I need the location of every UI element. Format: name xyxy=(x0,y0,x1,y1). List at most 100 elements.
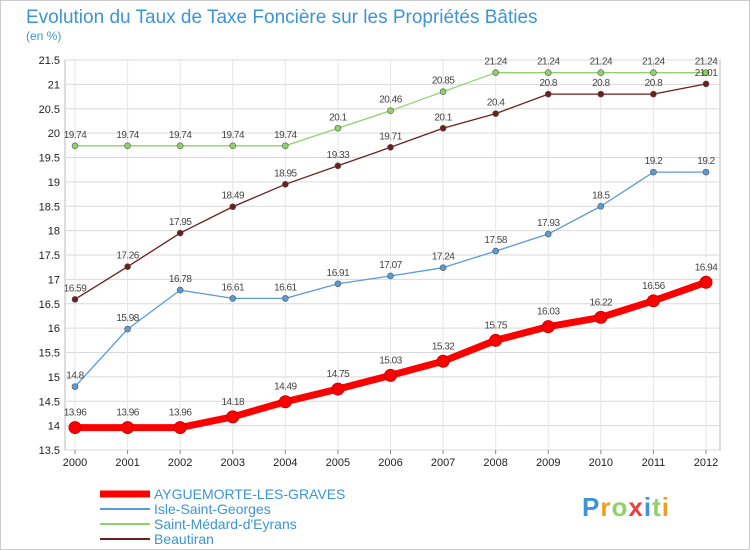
data-point xyxy=(594,310,608,324)
y-tick-label: 19 xyxy=(48,177,60,189)
data-point xyxy=(387,272,394,280)
data-label: 16.56 xyxy=(642,281,665,292)
data-label: 19.74 xyxy=(116,130,139,141)
data-point xyxy=(334,124,342,132)
data-label: 17.95 xyxy=(169,217,192,228)
x-tick-label: 2012 xyxy=(694,457,718,469)
data-label: 15.75 xyxy=(484,320,507,331)
legend-box xyxy=(95,486,735,544)
y-tick-label: 21 xyxy=(48,79,60,91)
y-tick-label: 17.5 xyxy=(39,250,60,262)
data-point xyxy=(282,142,289,150)
x-tick-label: 2001 xyxy=(115,457,139,469)
y-tick-label: 13.5 xyxy=(39,445,60,457)
data-label: 19.2 xyxy=(697,156,715,167)
data-point xyxy=(176,142,184,150)
y-tick-label: 15.5 xyxy=(39,348,60,360)
x-tick-label: 2005 xyxy=(326,457,350,469)
data-label: 21.24 xyxy=(642,57,665,68)
data-label: 15.32 xyxy=(432,341,455,352)
data-labels: 19.74 19.74 19.74 19.74 19.74 20.1 20.46 20.85 2… xyxy=(64,57,719,419)
data-point xyxy=(492,110,499,117)
data-label: 20.8 xyxy=(540,78,558,89)
data-label: 19.71 xyxy=(379,131,402,142)
data-label: 14.75 xyxy=(327,369,350,380)
data-label: 14.18 xyxy=(221,397,244,408)
data-point xyxy=(71,296,79,303)
x-tick-label: 2009 xyxy=(536,457,560,469)
data-point xyxy=(121,421,135,435)
data-point xyxy=(331,382,345,396)
y-tick-label: 14 xyxy=(48,421,60,433)
x-tick-label: 2011 xyxy=(642,457,666,469)
data-label: 17.24 xyxy=(432,252,455,263)
data-label: 20.1 xyxy=(329,112,347,123)
data-point xyxy=(278,395,292,409)
data-label: 21.24 xyxy=(590,57,613,68)
data-label: 16.59 xyxy=(64,283,87,294)
data-point xyxy=(387,143,394,151)
data-label: 15.03 xyxy=(379,355,402,366)
y-tick-label: 14.5 xyxy=(39,396,60,408)
y-tick-label: 20 xyxy=(48,128,60,140)
legend-label: Beautiran xyxy=(154,531,214,547)
legend: AYGUEMORTE-LES-GRAVESIsle-Saint-GeorgesS… xyxy=(100,486,345,547)
logo-letter: r xyxy=(600,492,611,522)
data-label: 16.03 xyxy=(537,307,560,318)
data-label: 20.85 xyxy=(432,76,455,87)
y-tick-label: 16 xyxy=(48,323,60,335)
series-group xyxy=(68,69,713,435)
data-label: 16.22 xyxy=(590,297,613,308)
data-point xyxy=(282,181,289,188)
data-point xyxy=(702,80,710,88)
grid xyxy=(65,59,720,451)
data-point xyxy=(646,294,660,308)
chart-title: Evolution du Taux de Taxe Foncière sur l… xyxy=(26,7,538,28)
y-tick-label: 17 xyxy=(48,274,60,286)
data-label: 13.96 xyxy=(169,408,192,419)
data-point xyxy=(124,325,131,333)
data-label: 21.24 xyxy=(537,57,560,68)
legend-label: Isle-Saint-Georges xyxy=(154,501,271,517)
data-label: 16.61 xyxy=(274,282,297,293)
chart-subtitle: (en %) xyxy=(26,29,61,43)
data-point xyxy=(597,69,605,76)
data-point xyxy=(492,247,499,255)
data-point xyxy=(492,69,499,76)
y-tick-label: 16.5 xyxy=(39,299,60,311)
x-axis: 2000 2001 2002 2003 2004 2005 2006 2007 2008 2009… xyxy=(63,450,718,469)
y-axis: 13.5 14 14.5 15 15.5 16 16.5 17 17.5 18 18.5 19 19.5… xyxy=(39,55,60,457)
logo-letter: i xyxy=(644,492,652,522)
data-point xyxy=(387,107,394,114)
data-label: 13.96 xyxy=(116,408,139,419)
legend-label: Saint-Médard-d'Eyrans xyxy=(154,516,297,532)
data-point xyxy=(229,142,237,150)
data-label: 13.96 xyxy=(64,408,87,419)
data-point xyxy=(650,90,657,98)
proxiti-logo: Proxiti xyxy=(582,492,670,522)
data-label: 18.5 xyxy=(592,190,610,201)
data-label: 20.8 xyxy=(645,78,663,89)
data-label: 17.93 xyxy=(537,218,560,229)
logo-letter: i xyxy=(662,492,670,522)
data-label: 21.01 xyxy=(695,68,718,79)
data-label: 14.8 xyxy=(66,371,84,382)
data-point xyxy=(650,168,657,176)
data-label: 19.74 xyxy=(274,130,297,141)
data-point xyxy=(439,88,447,95)
data-label: 17.58 xyxy=(484,235,507,246)
data-point xyxy=(544,69,552,76)
data-label: 16.78 xyxy=(169,274,192,285)
data-label: 19.2 xyxy=(645,156,663,167)
data-point xyxy=(176,286,184,294)
x-tick-label: 2002 xyxy=(168,457,192,469)
data-point xyxy=(489,333,503,347)
data-point xyxy=(226,410,240,424)
logo-letter: P xyxy=(582,492,600,522)
data-point xyxy=(439,264,447,271)
y-tick-label: 15 xyxy=(48,372,60,384)
data-label: 20.46 xyxy=(379,95,402,106)
data-point xyxy=(597,90,605,98)
x-tick-label: 2008 xyxy=(483,457,507,469)
